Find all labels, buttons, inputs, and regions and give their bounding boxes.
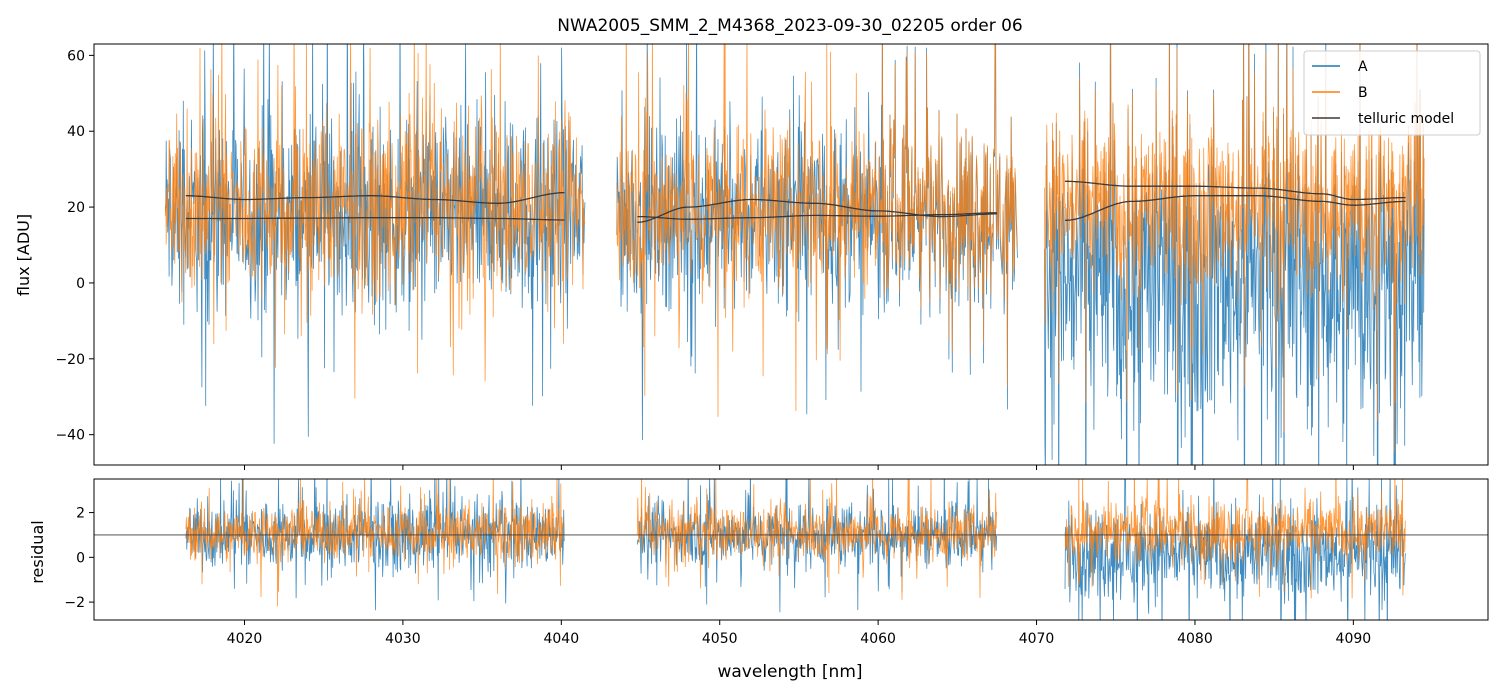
- residual-b-segment-3: [1064, 479, 1406, 599]
- residual-xtick-label: 4060: [860, 631, 896, 647]
- series-b-segment-2: [616, 44, 1018, 417]
- legend-label-a: A: [1358, 59, 1368, 75]
- residual-a-segment-1: [185, 479, 565, 611]
- residual-ylabel: residual: [28, 520, 47, 583]
- flux-axes-frame: [93, 43, 1489, 466]
- series-b-segment-3: [1044, 44, 1425, 453]
- legend-label-b: B: [1358, 85, 1368, 101]
- legend-label-telluric-model: telluric model: [1358, 111, 1454, 127]
- flux-axis-ticks: −40 −20 0 20 40 60: [55, 48, 1354, 470]
- flux-ytick-label: 20: [67, 200, 85, 216]
- residual-xtick-label: 4050: [702, 631, 738, 647]
- series-a-segment-3: [1044, 44, 1425, 465]
- residual-xtick-label: 4070: [1019, 631, 1055, 647]
- flux-ytick-label: −20: [55, 352, 85, 368]
- legend: A B telluric model: [1303, 50, 1481, 136]
- residual-xtick-label: 4020: [227, 631, 263, 647]
- flux-ytick-label: −40: [55, 428, 85, 444]
- telluric-model-curve-4: [637, 212, 997, 220]
- flux-ytick-label: 40: [67, 124, 85, 140]
- residual-axis-ticks: −2 0 2 4020 4030 4040 4050 4060 4070 4080 4090: [64, 506, 1371, 647]
- residual-ytick-label: −2: [64, 595, 85, 611]
- flux-ytick-label: 0: [76, 276, 85, 292]
- residual-xtick-label: 4040: [543, 631, 579, 647]
- flux-ytick-label: 60: [67, 48, 85, 64]
- residual-xtick-label: 4030: [385, 631, 421, 647]
- residual-xtick-label: 4090: [1336, 631, 1372, 647]
- x-axis-label: wavelength [nm]: [717, 662, 862, 682]
- residual-plot-area: [94, 479, 1488, 620]
- legend-box: [1303, 50, 1481, 136]
- residual-ytick-label: 0: [76, 550, 85, 566]
- residual-b-segment-1: [185, 479, 565, 607]
- flux-plot-area: [164, 44, 1425, 465]
- residual-axes-frame: [93, 478, 1489, 621]
- residual-b-segment-2: [636, 479, 997, 600]
- flux-ylabel: flux [ADU]: [14, 214, 33, 296]
- telluric-model-curve-1: [185, 192, 565, 204]
- series-b-segment-1: [164, 44, 586, 399]
- chart-title: NWA2005_SMM_2_M4368_2023-09-30_02205 ord…: [557, 16, 1023, 36]
- telluric-model-curve-5: [1065, 180, 1406, 201]
- telluric-model-curve-3: [637, 198, 997, 223]
- residual-ytick-label: 2: [76, 506, 85, 522]
- telluric-model-curve-2: [185, 217, 565, 221]
- residual-a-segment-3: [1064, 479, 1406, 620]
- residual-xtick-label: 4080: [1177, 631, 1213, 647]
- telluric-model-curve-6: [1064, 195, 1406, 222]
